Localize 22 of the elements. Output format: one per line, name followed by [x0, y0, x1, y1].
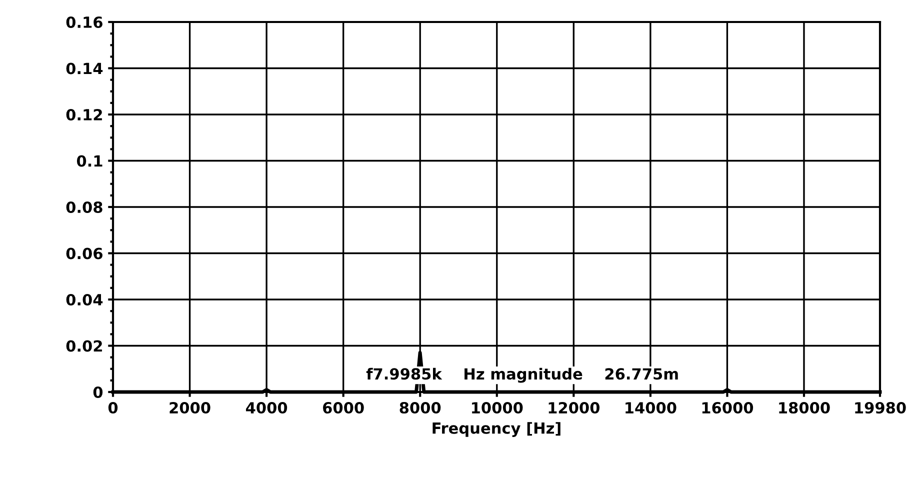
- x-tick-label: 6000: [323, 402, 364, 414]
- x-tick-label: 14000: [626, 402, 676, 414]
- x-tick-label: 12000: [548, 402, 600, 414]
- x-tick-label: 0: [108, 402, 118, 414]
- x-tick-label: 2000: [170, 402, 210, 414]
- x-tick-label: 10000: [472, 402, 523, 414]
- y-tick-label: 0.02: [66, 340, 102, 352]
- x-tick-label: 19980: [855, 402, 906, 414]
- y-tick-label: 0.16: [66, 16, 102, 28]
- x-axis-title: Frequency [Hz]: [432, 422, 560, 437]
- y-tick-label: 0.04: [66, 294, 103, 306]
- annotation: f7.9985k Hz magnitude 26.775m: [366, 368, 678, 383]
- x-tick-label: 16000: [702, 402, 754, 414]
- y-tick-label: 0: [93, 386, 103, 398]
- y-tick-label: 0.06: [66, 248, 102, 260]
- x-tick-label: 18000: [779, 402, 830, 414]
- y-tick-label: 0.08: [66, 201, 102, 214]
- x-tick-label: 8000: [400, 402, 441, 414]
- x-tick-label: 4000: [246, 402, 288, 414]
- y-tick-label: 0.12: [66, 108, 102, 121]
- y-tick-label: 0.1: [76, 155, 102, 167]
- y-tick-label: 0.14: [66, 62, 103, 74]
